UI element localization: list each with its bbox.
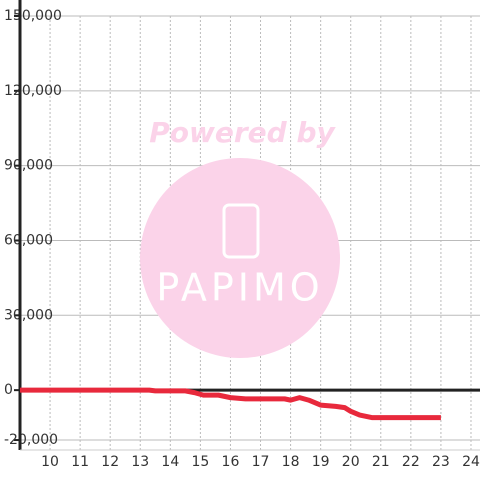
y-tick-label: 0 xyxy=(4,382,13,398)
x-tick-label: 16 xyxy=(222,454,240,470)
watermark-text: Powered by xyxy=(149,116,336,149)
y-tick-label: 60,000 xyxy=(4,232,53,248)
watermark-phone xyxy=(222,203,260,259)
y-tick-label: -20,000 xyxy=(4,432,58,448)
x-tick-label: 20 xyxy=(342,454,360,470)
x-tick-label: 15 xyxy=(191,454,209,470)
x-tick-label: 17 xyxy=(252,454,270,470)
y-tick-label: 30,000 xyxy=(4,307,53,323)
x-tick-label: 24 xyxy=(462,454,480,470)
y-tick-label: 90,000 xyxy=(4,158,53,174)
watermark: Powered by PAPIMO xyxy=(140,116,340,358)
x-tick-label: 23 xyxy=(432,454,450,470)
data-line xyxy=(20,387,441,421)
x-tick-label: 14 xyxy=(161,454,179,470)
watermark-logo: PAPIMO xyxy=(156,266,323,310)
x-tick-label: 12 xyxy=(101,454,119,470)
x-tick-label: 19 xyxy=(312,454,330,470)
x-tick-label: 13 xyxy=(131,454,149,470)
x-tick-label: 21 xyxy=(372,454,390,470)
y-tick-label: 120,000 xyxy=(4,83,62,99)
x-tick-label: 11 xyxy=(71,454,89,470)
y-tick-label: 150,000 xyxy=(4,8,62,24)
x-tick-label: 18 xyxy=(282,454,300,470)
x-tick-label: 22 xyxy=(402,454,420,470)
x-tick-label: 10 xyxy=(41,454,59,470)
